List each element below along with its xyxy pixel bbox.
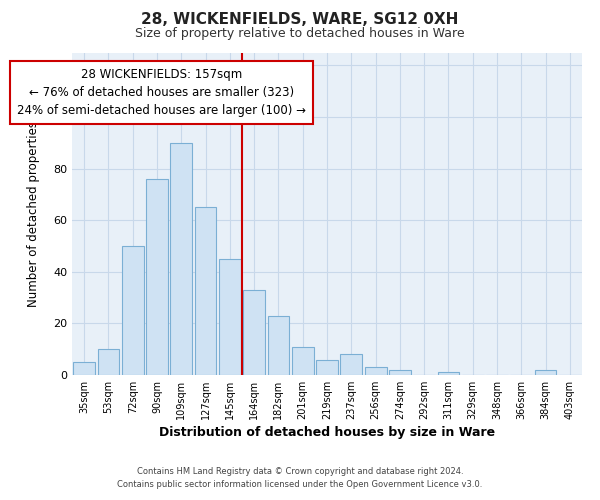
Bar: [219, 259, 241, 375]
Bar: [146, 179, 168, 375]
Bar: [170, 143, 192, 375]
Bar: [316, 360, 338, 375]
Bar: [243, 290, 265, 375]
Bar: [268, 316, 289, 375]
Bar: [535, 370, 556, 375]
Bar: [389, 370, 411, 375]
Text: Contains HM Land Registry data © Crown copyright and database right 2024.
Contai: Contains HM Land Registry data © Crown c…: [118, 468, 482, 489]
Bar: [194, 208, 217, 375]
Bar: [97, 349, 119, 375]
Text: Size of property relative to detached houses in Ware: Size of property relative to detached ho…: [135, 28, 465, 40]
Bar: [437, 372, 460, 375]
Y-axis label: Number of detached properties: Number of detached properties: [28, 120, 40, 306]
Bar: [122, 246, 143, 375]
Bar: [73, 362, 95, 375]
Bar: [365, 368, 386, 375]
X-axis label: Distribution of detached houses by size in Ware: Distribution of detached houses by size …: [159, 426, 495, 439]
Text: 28 WICKENFIELDS: 157sqm
← 76% of detached houses are smaller (323)
24% of semi-d: 28 WICKENFIELDS: 157sqm ← 76% of detache…: [17, 68, 307, 117]
Bar: [292, 346, 314, 375]
Bar: [340, 354, 362, 375]
Text: 28, WICKENFIELDS, WARE, SG12 0XH: 28, WICKENFIELDS, WARE, SG12 0XH: [142, 12, 458, 28]
